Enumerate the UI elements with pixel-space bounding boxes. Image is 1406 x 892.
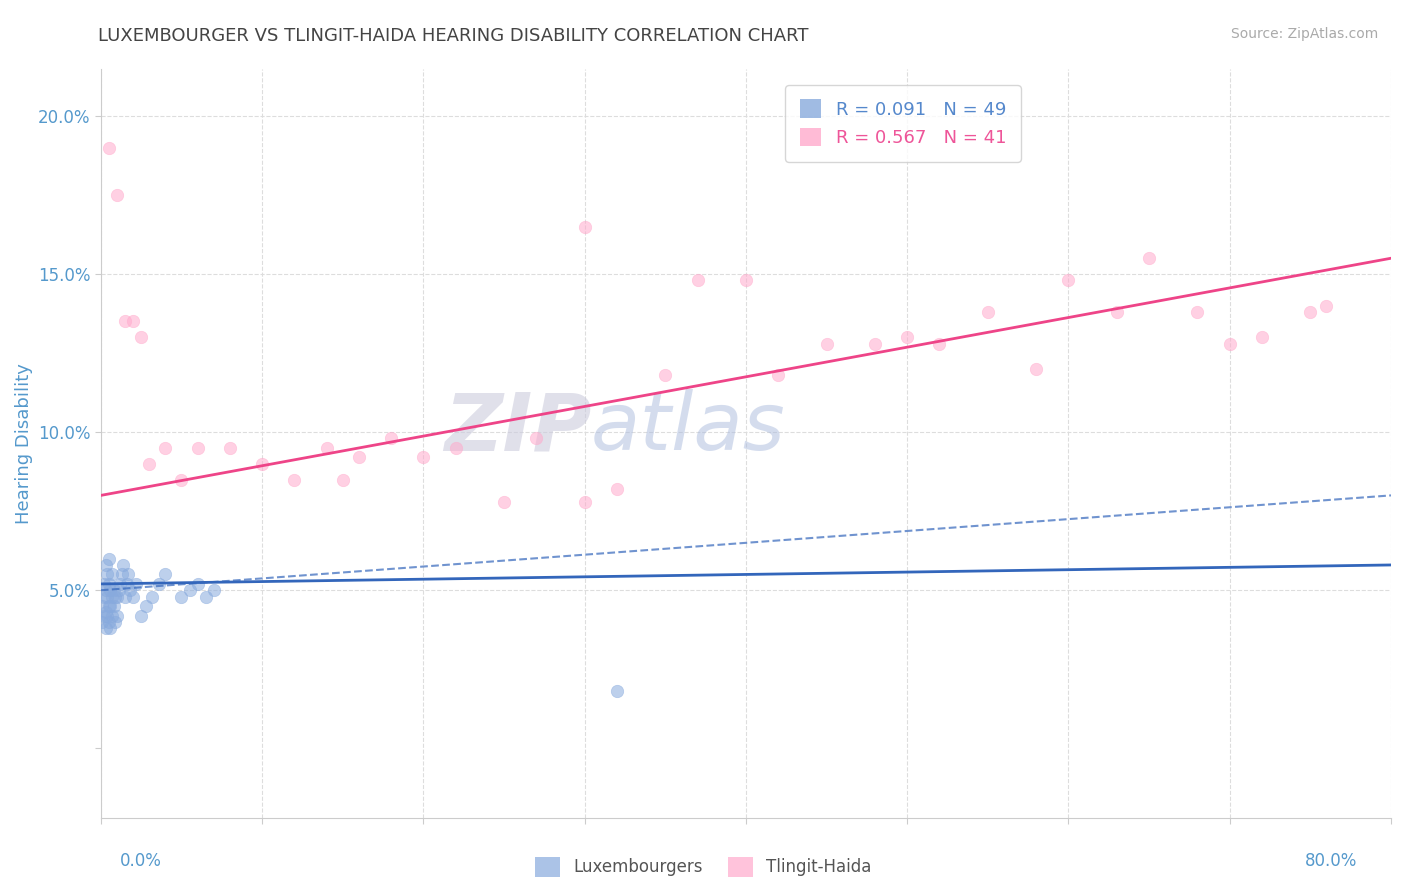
Point [202,583,225,598]
Point [105,608,128,623]
Point [1299,305,1322,319]
Point [104,615,127,629]
Point [111,567,134,582]
Point [100,583,122,598]
Point [101,567,124,582]
Point [115,577,138,591]
Text: 0.0%: 0.0% [120,852,162,870]
Point [97,551,120,566]
Text: ZIP: ZIP [444,389,591,467]
Point [117,567,139,582]
Point [815,336,838,351]
Point [1025,362,1047,376]
Point [179,583,201,598]
Point [574,494,596,508]
Point [105,590,128,604]
Point [112,558,135,572]
Point [896,330,918,344]
Point [93,590,115,604]
Point [766,368,789,383]
Point [96,590,118,604]
Point [155,567,177,582]
Point [94,606,117,620]
Point [138,457,160,471]
Point [315,441,337,455]
Point [524,432,547,446]
Point [129,608,152,623]
Point [170,590,193,604]
Text: 80.0%: 80.0% [1305,852,1357,870]
Point [91,599,114,613]
Point [170,473,193,487]
Point [347,450,370,465]
Point [148,577,170,591]
Point [606,684,628,698]
Point [118,583,141,598]
Point [101,608,124,623]
Point [928,336,950,351]
Point [96,608,118,623]
Point [141,590,163,604]
Point [1137,252,1160,266]
Point [574,219,596,234]
Point [103,583,125,598]
Point [863,336,886,351]
Point [283,473,305,487]
Point [654,368,676,383]
Y-axis label: Hearing Disability: Hearing Disability [15,363,32,524]
Point [114,590,136,604]
Point [686,273,709,287]
Point [1251,330,1274,344]
Point [187,441,209,455]
Point [97,577,120,591]
Point [107,583,129,598]
Point [977,305,1000,319]
Point [100,599,122,613]
Point [101,590,124,604]
Point [114,314,136,328]
Point [103,599,125,613]
Point [94,583,117,598]
Point [1315,299,1337,313]
Point [94,621,117,635]
Point [91,615,114,629]
Point [1105,305,1128,319]
Legend: Luxembourgers, Tlingit-Haida: Luxembourgers, Tlingit-Haida [529,850,877,884]
Point [606,482,628,496]
Point [100,621,122,635]
Point [194,590,217,604]
Point [93,577,115,591]
Point [125,577,148,591]
Point [96,567,118,582]
Point [1057,273,1080,287]
Point [122,314,145,328]
Point [104,590,127,604]
Point [108,577,131,591]
Point [122,590,145,604]
Point [97,615,120,629]
Point [1219,336,1241,351]
Point [187,577,209,591]
Point [380,432,402,446]
Text: atlas: atlas [591,389,786,467]
Point [94,558,117,572]
Text: Source: ZipAtlas.com: Source: ZipAtlas.com [1230,27,1378,41]
Point [97,599,120,613]
Point [135,599,157,613]
Point [492,494,515,508]
Point [332,473,354,487]
Point [444,441,467,455]
Point [129,330,152,344]
Point [93,608,115,623]
Point [105,188,128,202]
Point [735,273,758,287]
Legend: R = 0.091   N = 49, R = 0.567   N = 41: R = 0.091 N = 49, R = 0.567 N = 41 [785,85,1021,161]
Point [218,441,240,455]
Point [412,450,434,465]
Point [1187,305,1209,319]
Point [97,140,120,154]
Text: LUXEMBOURGER VS TLINGIT-HAIDA HEARING DISABILITY CORRELATION CHART: LUXEMBOURGER VS TLINGIT-HAIDA HEARING DI… [98,27,808,45]
Point [250,457,273,471]
Point [155,441,177,455]
